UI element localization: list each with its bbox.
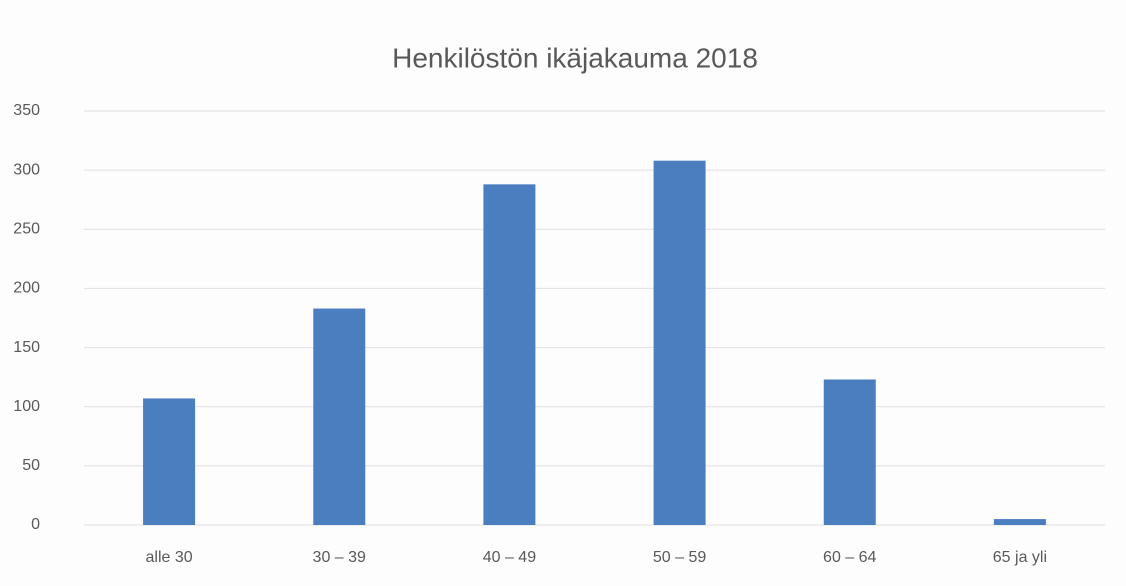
- y-tick-label: 350: [13, 102, 40, 119]
- x-tick-label: 65 ja yli: [993, 549, 1047, 566]
- x-tick-label: 30 – 39: [313, 549, 366, 566]
- y-tick-label: 300: [13, 161, 40, 178]
- bar: [483, 184, 536, 525]
- bar: [993, 519, 1046, 525]
- bar: [823, 379, 876, 525]
- x-tick-label: 50 – 59: [653, 549, 706, 566]
- y-tick-label: 200: [13, 280, 40, 297]
- y-tick-label: 150: [13, 339, 40, 356]
- x-tick-label: 60 – 64: [823, 549, 876, 566]
- x-tick-label: alle 30: [146, 549, 193, 566]
- y-tick-label: 100: [13, 398, 40, 415]
- bar: [653, 160, 706, 525]
- bar: [143, 398, 196, 525]
- x-tick-label: 40 – 49: [483, 549, 536, 566]
- chart-title: Henkilöstön ikäjakauma 2018: [392, 42, 758, 73]
- bar: [313, 308, 366, 525]
- y-tick-label: 50: [22, 457, 40, 474]
- y-tick-label: 0: [31, 516, 40, 533]
- y-tick-label: 250: [13, 221, 40, 238]
